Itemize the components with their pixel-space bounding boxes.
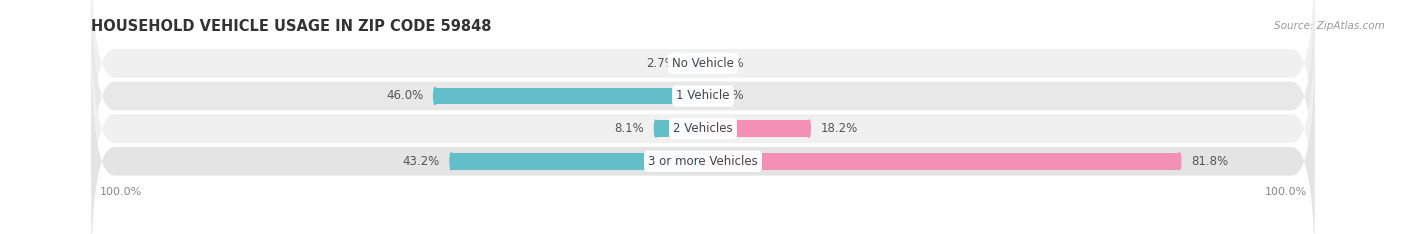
Bar (688, 55, 703, 72)
Ellipse shape (686, 55, 689, 72)
Bar (703, 153, 1180, 170)
Text: 3 or more Vehicles: 3 or more Vehicles (648, 155, 758, 168)
FancyBboxPatch shape (91, 0, 1315, 212)
Bar (655, 120, 703, 137)
Bar (451, 153, 703, 170)
Ellipse shape (654, 120, 657, 137)
Text: 0.0%: 0.0% (714, 57, 744, 70)
Text: 81.8%: 81.8% (1191, 155, 1229, 168)
Ellipse shape (807, 120, 810, 137)
Ellipse shape (1178, 153, 1181, 170)
Text: 46.0%: 46.0% (387, 89, 423, 102)
FancyBboxPatch shape (91, 12, 1315, 234)
Bar (703, 120, 808, 137)
Text: 43.2%: 43.2% (402, 155, 440, 168)
Ellipse shape (450, 153, 453, 170)
Text: 18.2%: 18.2% (821, 122, 858, 135)
FancyBboxPatch shape (91, 0, 1315, 179)
FancyBboxPatch shape (91, 45, 1315, 234)
Text: 2.7%: 2.7% (645, 57, 676, 70)
Text: No Vehicle: No Vehicle (672, 57, 734, 70)
Text: 2 Vehicles: 2 Vehicles (673, 122, 733, 135)
Ellipse shape (433, 88, 436, 105)
Text: HOUSEHOLD VEHICLE USAGE IN ZIP CODE 59848: HOUSEHOLD VEHICLE USAGE IN ZIP CODE 5984… (91, 19, 492, 34)
Text: 8.1%: 8.1% (614, 122, 644, 135)
Text: 1 Vehicle: 1 Vehicle (676, 89, 730, 102)
Text: Source: ZipAtlas.com: Source: ZipAtlas.com (1274, 21, 1385, 31)
Text: 0.0%: 0.0% (714, 89, 744, 102)
Bar (434, 88, 703, 105)
